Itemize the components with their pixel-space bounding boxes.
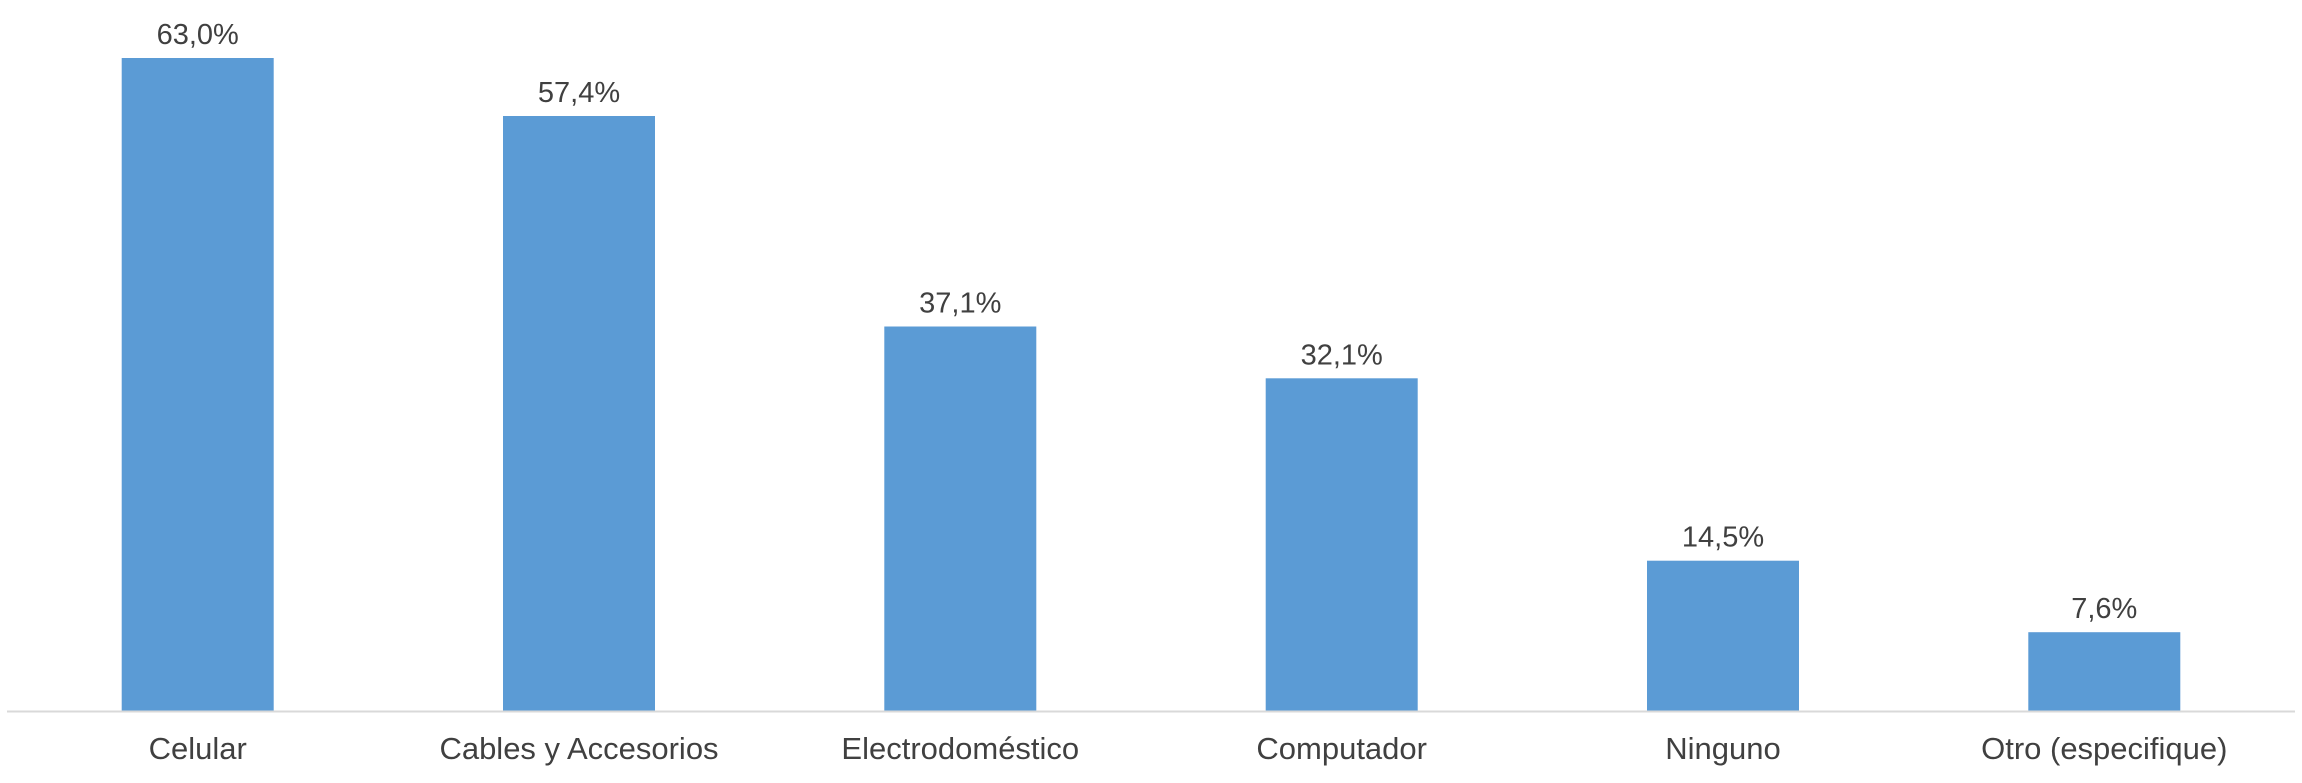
bar-celular [121,58,274,711]
bars-group [121,58,2181,711]
category-label-electrodomestico: Electrodoméstico [841,731,1079,766]
value-label-electrodomestico: 37,1% [919,288,1001,320]
bar-ninguno [1647,560,1799,711]
bar-otro-especifique [2028,632,2181,711]
category-label-computador: Computador [1256,731,1427,766]
bar-electrodomestico [884,326,1037,711]
category-labels-group: Celular Cables y Accesorios Electrodomésti… [149,731,2228,766]
category-label-ninguno: Ninguno [1665,731,1780,766]
category-label-cables-y-accesorios: Cables y Accesorios [439,731,718,766]
value-label-computador: 32,1% [1301,339,1383,371]
category-label-otro-especifique: Otro (especifique) [1981,731,2227,766]
value-label-ninguno: 14,5% [1682,522,1764,554]
bar-cables-y-accesorios [503,116,655,711]
value-label-celular: 63,0% [157,19,239,51]
value-label-cables-y-accesorios: 57,4% [538,77,620,109]
value-labels-group: 63,0% 57,4% 37,1% 32,1% 14,5% 7,6% [157,19,2138,625]
bar-computador [1265,378,1418,711]
category-label-celular: Celular [149,731,247,766]
value-label-otro-especifique: 7,6% [2071,593,2137,625]
